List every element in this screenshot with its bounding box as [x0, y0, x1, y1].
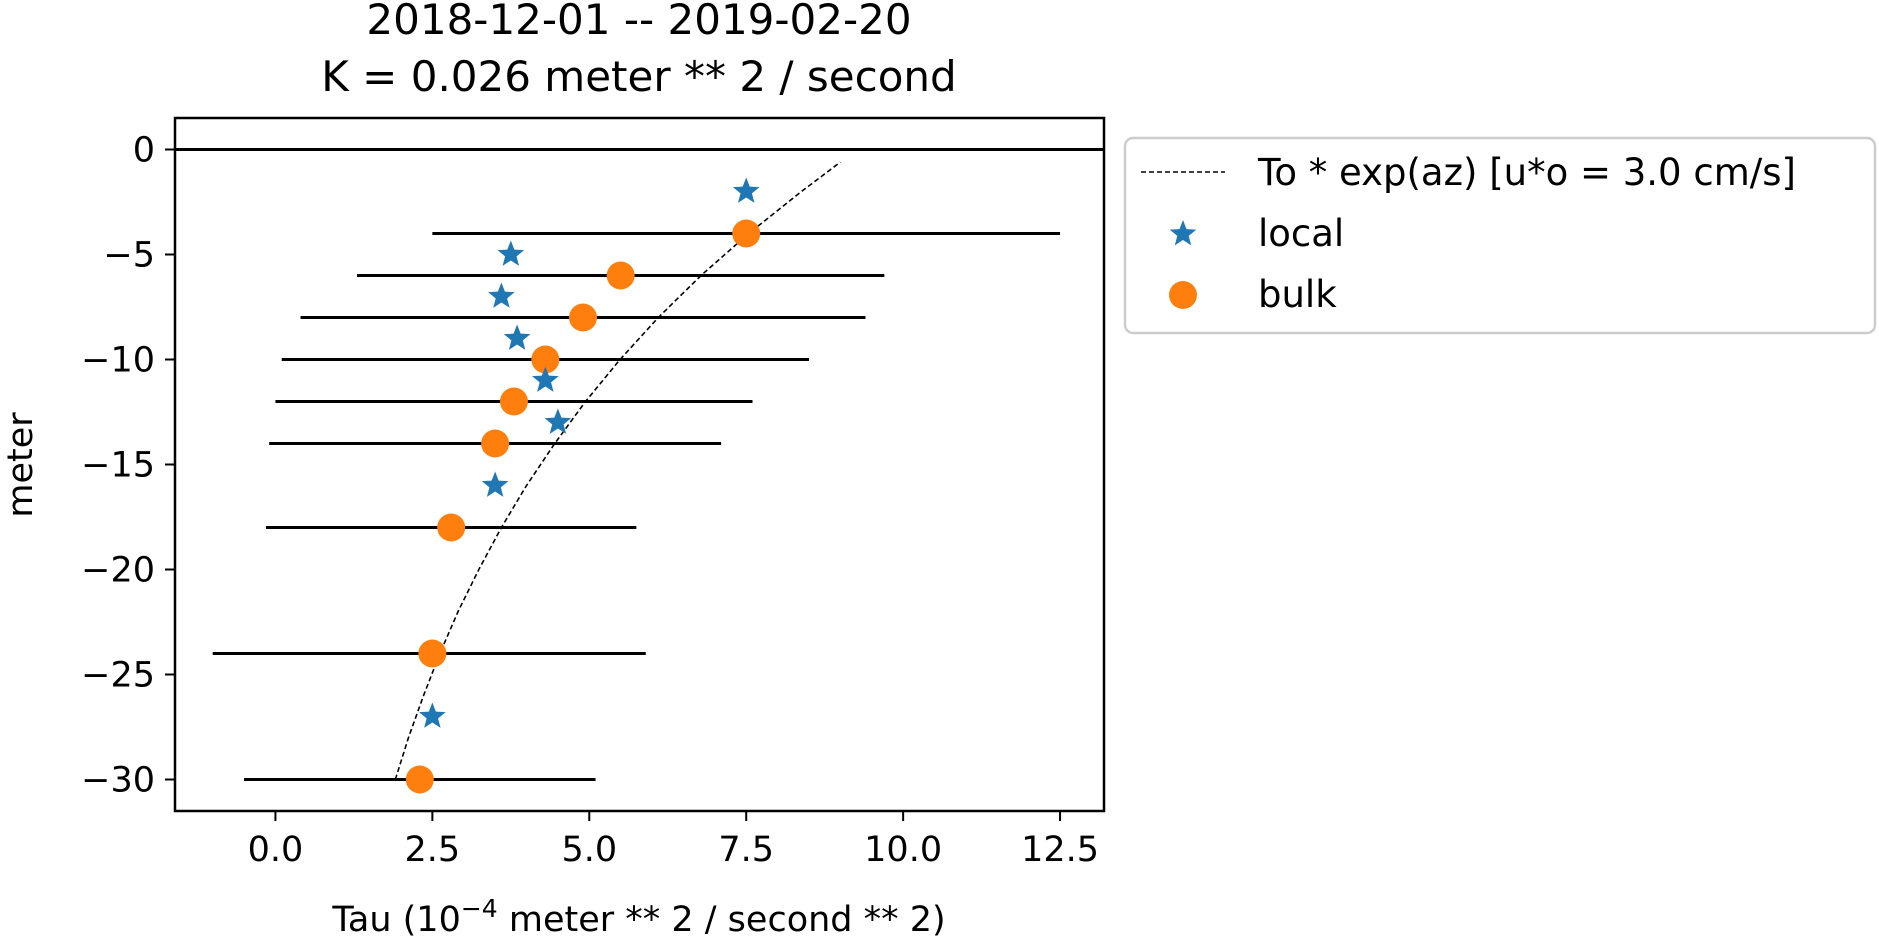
x-axis-label-prefix: Tau (10	[331, 900, 461, 940]
x-tick-label: 10.0	[864, 830, 942, 870]
x-tick-label: 2.5	[405, 830, 461, 870]
point-local	[503, 324, 531, 350]
y-tick-label: −25	[81, 656, 155, 696]
point-local	[532, 366, 559, 392]
legend-swatch-circle	[1169, 281, 1197, 309]
chart-title-line-2: K = 0.026 meter ** 2 / second	[321, 52, 956, 101]
error-bars	[212, 232, 1061, 781]
point-local	[544, 408, 572, 434]
point-bulk	[531, 345, 560, 374]
y-tick-label: −30	[81, 761, 155, 801]
y-axis-ticks: 0 −5 −10 −15 −20 −25 −30	[81, 131, 175, 801]
point-local	[732, 177, 760, 203]
x-axis-label-suffix: meter ** 2 / second ** 2)	[498, 900, 946, 940]
plot-area	[175, 148, 1104, 794]
point-bulk	[481, 429, 510, 458]
point-local	[488, 282, 515, 308]
legend-label-local: local	[1258, 212, 1344, 255]
plot-frame	[173, 116, 1106, 813]
legend-frame	[1123, 136, 1877, 335]
series-markers-group	[405, 177, 761, 794]
y-tick-label: 0	[133, 131, 155, 171]
point-bulk	[732, 219, 761, 248]
y-axis-label: meter	[1, 412, 41, 518]
x-tick-label: 7.5	[718, 830, 774, 870]
series-line-model	[394, 161, 841, 780]
y-tick-label: −5	[103, 236, 155, 276]
point-bulk	[569, 303, 598, 332]
x-axis-label: Tau (10−4 meter ** 2 / second ** 2)	[331, 894, 945, 940]
y-tick-label: −10	[81, 341, 155, 381]
legend-label-bulk: bulk	[1258, 273, 1337, 316]
point-local	[497, 240, 525, 266]
y-tick-label: −20	[81, 551, 155, 591]
point-local	[419, 702, 446, 728]
point-bulk	[606, 261, 635, 290]
point-bulk	[437, 513, 466, 542]
x-tick-label: 0.0	[248, 830, 304, 870]
legend: To * exp(az) [u*o = 3.0 cm/s] local bulk	[1123, 136, 1877, 335]
point-bulk	[499, 387, 528, 416]
chart-title-line-1: 2018-12-01 -- 2019-02-20	[366, 0, 911, 44]
point-local	[481, 471, 509, 497]
x-tick-label: 12.5	[1021, 830, 1099, 870]
legend-label-model: To * exp(az) [u*o = 3.0 cm/s]	[1257, 151, 1796, 194]
legend-swatch-star	[1169, 220, 1197, 246]
point-bulk	[418, 639, 447, 668]
point-bulk	[405, 765, 434, 794]
x-axis-label-exponent: −4	[461, 894, 498, 923]
series-line-group	[394, 161, 841, 780]
x-axis-ticks: 0.0 2.5 5.0 7.5 10.0 12.5	[248, 811, 1099, 870]
x-tick-label: 5.0	[561, 830, 617, 870]
y-tick-label: −15	[81, 446, 155, 486]
